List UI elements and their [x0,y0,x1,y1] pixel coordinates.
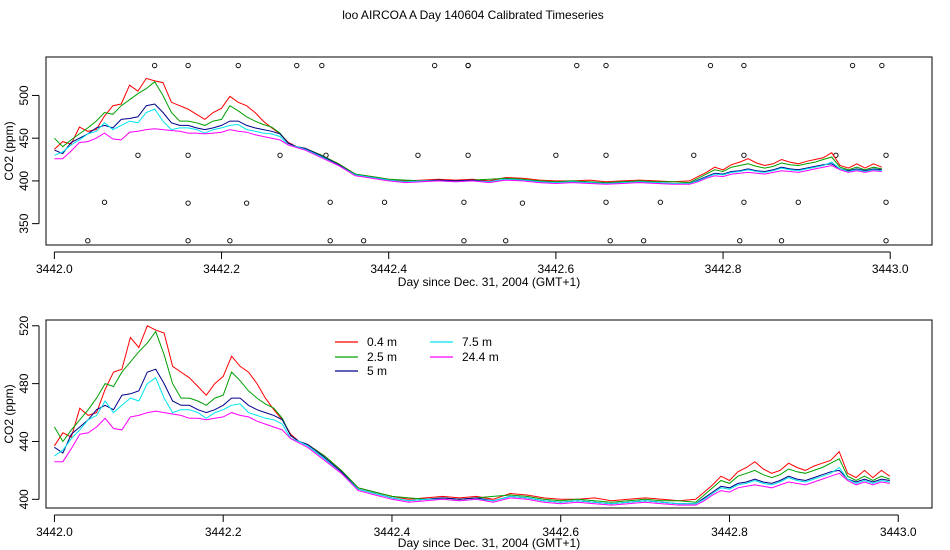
top-y-tick-label: 500 [17,85,31,105]
bottom-x-tick-label: 3442.0 [36,525,73,539]
legend: 0.4 m2.5 m5 m 7.5 m24.4 m [335,335,499,378]
top-x-axis-label: Day since Dec. 31, 2004 (GMT+1) [398,275,580,289]
bottom-y-axis-label: CO2 (ppm) [2,384,16,443]
series-line-5-m [54,103,882,185]
marker-point [152,62,158,69]
marker-point [503,238,509,244]
marker-point [741,62,747,69]
marker-point [574,62,580,69]
bottom-x-tick-label: 3442.8 [711,525,748,539]
series-line-5-m [54,368,890,505]
bottom-x-tick-label: 3442.2 [205,525,242,539]
marker-point [461,199,467,205]
marker-point [657,199,663,205]
marker-point [227,238,233,244]
top-x-tick-label: 3442.6 [538,262,575,276]
marker-point [319,62,325,69]
marker-point [741,199,747,205]
bottom-x-tick-label: 3442.6 [542,525,579,539]
bottom-panel: 3442.0 3442.2 3442.4 3442.6 3442.8 3443.0 400 4… [2,315,933,550]
marker-point [432,62,438,69]
marker-point [879,62,885,69]
top-x-tick-label: 3443.0 [872,262,909,276]
marker-point [737,238,743,244]
marker-point [883,152,889,158]
bottom-y-tick-label: 520 [17,315,31,335]
bottom-x-tick-label: 3443.0 [880,525,917,539]
bottom-x-axis-label: Day since Dec. 31, 2004 (GMT+1) [398,536,580,550]
marker-point [603,62,609,69]
marker-point [607,238,613,244]
marker-point [235,62,241,69]
marker-point [461,238,467,244]
top-axes: 3442.0 3442.2 3442.4 3442.6 3442.8 3443.0 350 4… [17,85,909,276]
marker-point [185,200,191,206]
bottom-plot-frame [45,319,933,509]
marker-point [381,199,388,205]
legend-label: 0.4 m [367,335,397,349]
bottom-y-tick-label: 440 [17,431,31,451]
marker-point [327,199,333,205]
marker-point [135,152,141,158]
marker-point [603,199,609,205]
legend-label: 5 m [367,364,387,378]
bottom-y-tick-label: 400 [17,489,31,509]
bottom-series-lines [53,325,891,506]
marker-point [691,152,697,158]
marker-point [883,238,889,244]
top-x-tick-label: 3442.2 [203,262,240,276]
marker-point [778,238,785,244]
top-x-tick-label: 3442.8 [705,262,742,276]
top-series-lines [54,77,882,185]
marker-point [185,62,191,69]
marker-point [185,152,191,158]
top-plot-frame [45,56,933,246]
marker-point [185,238,191,244]
marker-point [277,152,283,158]
bottom-x-tick-label: 3442.4 [374,525,411,539]
top-y-axis-label: CO2 (ppm) [2,121,16,180]
series-line-0-4-m [54,77,882,183]
marker-point [603,152,609,158]
marker-point [795,199,801,205]
series-line-2-5-m [54,81,882,184]
series-line-0-4-m [53,325,891,502]
legend-label: 2.5 m [367,350,397,364]
marker-point [707,62,714,69]
marker-point [294,62,300,69]
marker-point [85,238,91,244]
marker-point [640,238,647,244]
marker-point [465,62,471,69]
legend-label: 24.4 m [462,350,499,364]
bottom-axes: 3442.0 3442.2 3442.4 3442.6 3442.8 3443.0 400 4… [17,315,917,539]
top-panel: 3442.0 3442.2 3442.4 3442.6 3442.8 3443.0 350 4… [2,56,933,289]
marker-point [883,199,889,205]
top-x-tick-label: 3442.4 [370,262,407,276]
series-line-24-4-m [54,410,890,506]
marker-point [243,200,250,206]
legend-label: 7.5 m [462,335,492,349]
top-y-tick-label: 350 [17,213,31,233]
figure-title: loo AIRCOA A Day 140604 Calibrated Times… [342,8,603,22]
top-y-tick-label: 450 [17,128,31,148]
marker-point [360,238,367,244]
bottom-y-tick-label: 480 [17,373,31,393]
marker-point [849,62,856,69]
marker-point [553,152,559,158]
marker-point [519,200,526,206]
marker-point [101,199,108,205]
series-line-24-4-m [54,128,882,185]
top-x-tick-label: 3442.0 [36,262,73,276]
top-markers [85,62,889,244]
marker-point [327,238,333,244]
marker-point [415,152,421,158]
marker-point [741,152,747,158]
marker-point [465,152,471,158]
top-y-tick-label: 400 [17,171,31,191]
